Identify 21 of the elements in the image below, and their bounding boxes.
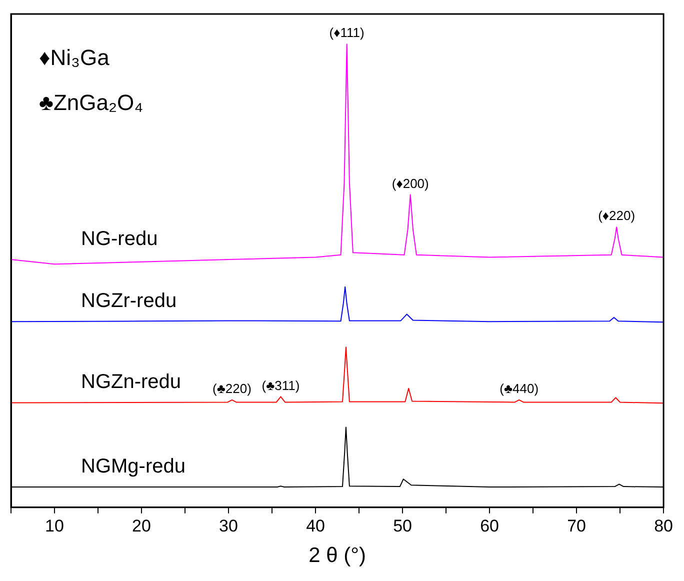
annotation: (♣311) (262, 378, 300, 393)
x-tick-label: 50 (393, 516, 412, 536)
x-tick-label: 30 (219, 516, 238, 536)
annotation: (♦220) (598, 208, 636, 224)
x-axis-title: 2 θ (°) (308, 544, 366, 568)
annotation: (♦111) (329, 25, 364, 40)
annotation: (♣440) (500, 380, 539, 396)
series-label: NG-redu (81, 228, 158, 250)
annotation: ♦Ni₃Ga (39, 45, 110, 70)
series-label: NGZr-redu (81, 290, 177, 312)
annotation: (♦200) (392, 176, 429, 191)
annotation: (♣220) (212, 380, 252, 396)
annotation: ♣ZnGa₂O₄ (39, 90, 144, 116)
x-tick-label: 60 (480, 516, 499, 536)
x-tick-label: 40 (306, 516, 325, 536)
series-label: NGZn-redu (81, 371, 182, 394)
x-tick-label: 10 (45, 516, 64, 536)
x-tick-label: 80 (654, 516, 674, 536)
x-tick-label: 20 (132, 516, 151, 536)
series-label: NGMg-redu (81, 456, 186, 478)
x-tick-label: 70 (567, 516, 586, 536)
